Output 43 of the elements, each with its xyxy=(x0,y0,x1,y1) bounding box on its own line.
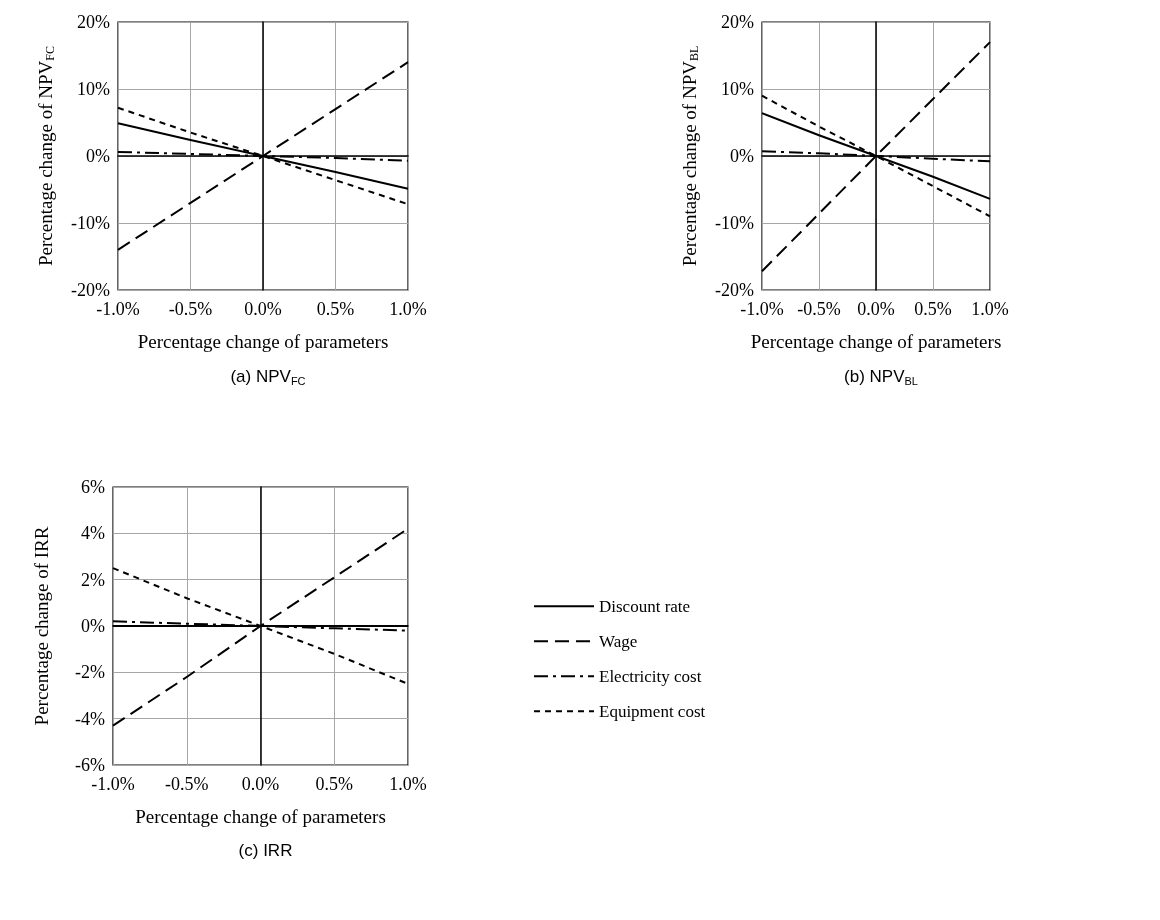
y-tick-label: 0% xyxy=(730,146,754,166)
text: (c) IRR xyxy=(238,841,293,860)
x-axis-title: Percentage change of parameters xyxy=(135,806,386,827)
x-tick-label: 1.0% xyxy=(389,299,427,319)
y-axis-title: Percentage change of IRR xyxy=(31,526,52,726)
y-tick-label: 4% xyxy=(81,523,105,544)
x-tick-label: -0.5% xyxy=(165,774,209,794)
legend-label: Equipment cost xyxy=(599,701,706,721)
y-tick-label: -4% xyxy=(75,708,105,729)
y-tick-label: 20% xyxy=(77,12,110,32)
y-tick-label: 2% xyxy=(81,569,105,590)
x-axis-title: Percentage change of parameters xyxy=(750,331,1002,352)
y-axis-title: Percentage change of NPVBL xyxy=(679,45,701,267)
y-tick-label: -10% xyxy=(715,213,754,233)
y-tick-label: -6% xyxy=(75,755,105,775)
x-tick-label: 0.0% xyxy=(244,299,282,319)
x-axis-title: Percentage change of parameters xyxy=(137,331,389,352)
x-tick-label: -1.0% xyxy=(91,774,135,794)
x-tick-label: 0.0% xyxy=(857,299,895,319)
y-tick-label: -20% xyxy=(715,280,754,300)
x-tick-label: -1.0% xyxy=(740,299,784,319)
x-tick-label: -0.5% xyxy=(797,299,841,319)
y-tick-label: -20% xyxy=(71,280,110,300)
x-tick-label: 0.5% xyxy=(315,774,353,794)
legend-label: Electricity cost xyxy=(599,666,702,686)
y-tick-label: -2% xyxy=(75,662,105,683)
x-tick-label: 0.5% xyxy=(316,299,355,319)
y-axis-title: Percentage change of NPVFC xyxy=(35,46,57,266)
y-tick-label: 0% xyxy=(86,146,110,166)
y-tick-label: 20% xyxy=(721,12,754,32)
y-tick-label: 6% xyxy=(81,477,105,497)
x-tick-label: 1.0% xyxy=(389,774,427,794)
x-tick-label: 0.0% xyxy=(241,774,280,794)
y-tick-label: 0% xyxy=(81,616,105,636)
legend-label: Discount rate xyxy=(599,596,691,616)
x-tick-label: -0.5% xyxy=(168,299,213,319)
x-tick-label: -1.0% xyxy=(96,299,140,319)
y-tick-label: 10% xyxy=(721,79,754,99)
y-tick-label: -10% xyxy=(71,213,110,233)
y-tick-label: 10% xyxy=(77,79,110,99)
legend-label: Wage xyxy=(599,631,638,651)
x-tick-label: 1.0% xyxy=(971,299,1009,319)
x-tick-label: 0.5% xyxy=(914,299,952,319)
